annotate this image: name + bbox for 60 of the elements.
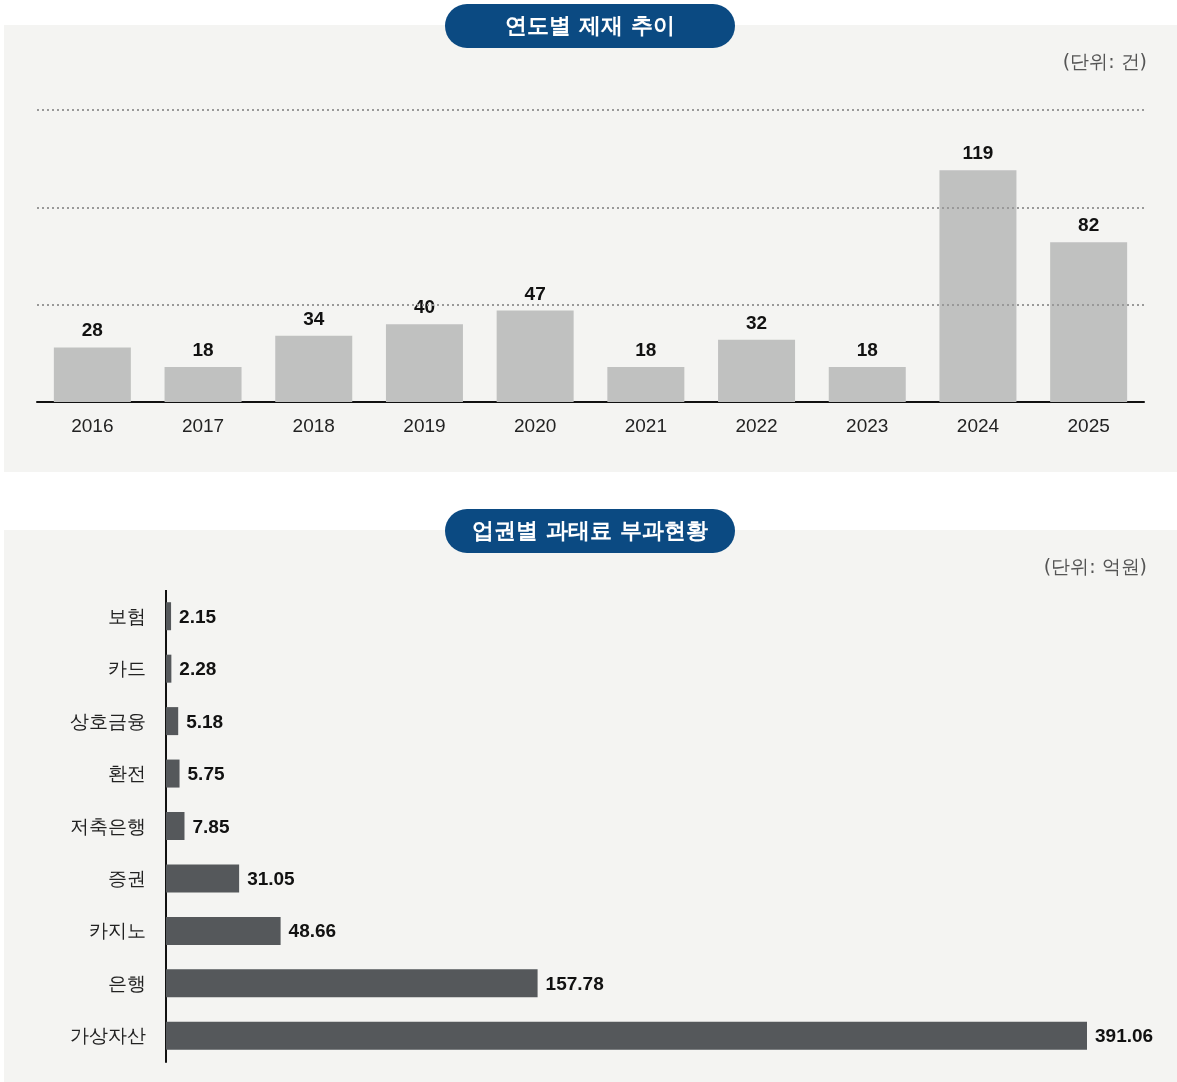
bar [166,812,185,840]
bar [166,969,538,998]
data-label: 34 [303,307,325,329]
text: (단위: 억원) [1043,554,1147,579]
chart-title: 연도별 제재 추이 [445,4,735,48]
data-label: 18 [192,338,214,360]
y-tick-label: 카드 [108,658,146,680]
y-tick-label: 보험 [108,605,146,627]
data-label: 157.78 [545,972,604,994]
x-tick-label: 2025 [1067,415,1110,436]
data-label: 47 [524,282,546,304]
chart-title: 업권별 과태료 부과현황 [445,509,735,553]
data-label: 18 [635,338,657,360]
data-label: 7.85 [192,815,230,837]
data-label: 2.15 [179,605,217,627]
data-label: 391.06 [1095,1025,1154,1047]
bar [166,654,172,683]
data-label: 119 [962,142,994,164]
y-tick-label: 은행 [108,972,146,994]
bar [166,1021,1087,1050]
data-label: 32 [745,311,768,333]
y-tick-label: 저축은행 [70,815,146,837]
x-tick-label: 2022 [735,415,778,436]
bar [385,324,463,402]
y-tick-label: 환전 [108,763,146,785]
bar [496,310,574,402]
y-tick-label: 증권 [108,867,146,889]
x-tick-label: 2020 [514,415,557,436]
bar [939,170,1017,402]
bar [166,864,240,893]
x-tick-label: 2018 [292,415,335,436]
bar [164,366,242,402]
x-tick-label: 2017 [181,415,225,436]
bar [166,707,179,736]
text: (단위: 건) [1062,49,1147,74]
data-label: 48.66 [288,920,337,942]
bar [1050,242,1128,402]
data-label: 5.75 [187,763,225,785]
y-tick-label: 상호금융 [70,710,146,732]
bar [718,339,796,402]
bar [166,916,281,945]
data-label: 31.05 [247,867,296,889]
data-label: 2.28 [179,658,217,680]
bar [607,366,685,402]
x-tick-label: 2024 [956,415,1000,436]
data-label: 18 [856,338,878,360]
bar [53,347,131,402]
x-tick-label: 2016 [71,415,114,436]
data-label: 82 [1078,214,1100,236]
x-tick-label: 2019 [403,415,446,436]
bar [828,366,906,402]
data-label: 5.18 [186,710,224,732]
bar [166,602,172,631]
bar [166,759,180,788]
data-label: 28 [81,319,103,341]
bar [275,335,353,402]
x-tick-label: 2021 [624,415,667,436]
y-tick-label: 카지노 [89,920,146,942]
y-tick-label: 가상자산 [70,1025,146,1047]
x-tick-label: 2023 [846,415,889,436]
